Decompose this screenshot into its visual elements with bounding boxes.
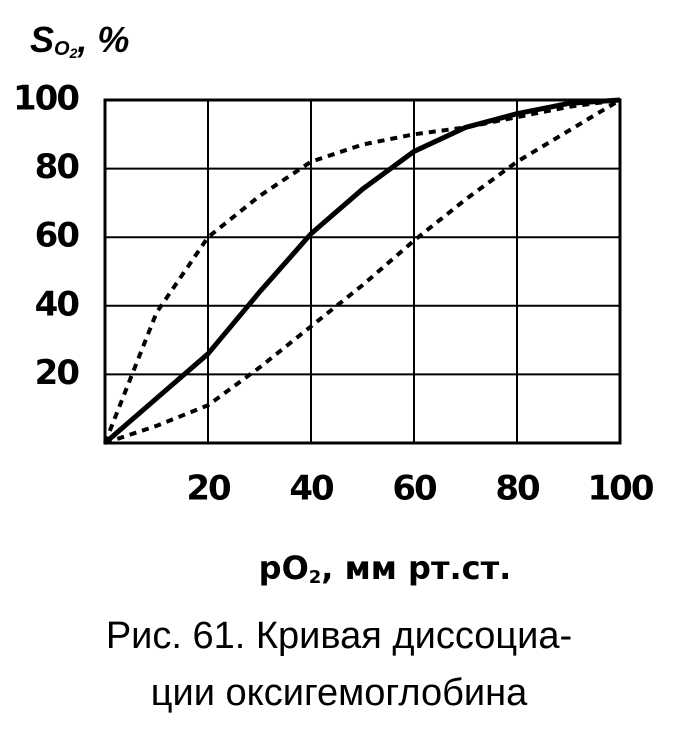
y-label-main: S <box>30 19 54 60</box>
y-tick-label: 40 <box>35 284 80 324</box>
x-label-unit: , мм рт.ст. <box>321 549 511 587</box>
x-label-main: pO <box>259 549 309 587</box>
y-label-unit: , % <box>76 19 129 60</box>
y-label-sub2: 2 <box>69 45 78 61</box>
y-tick-label: 80 <box>35 147 80 187</box>
curve <box>103 98 621 444</box>
y-tick-label: 100 <box>13 79 79 119</box>
x-tick-label: 80 <box>495 469 540 509</box>
x-tick-label: 20 <box>186 469 231 509</box>
caption-line: Рис. 61. Кривая диссоциа- <box>106 615 572 657</box>
y-label-sub: O <box>54 38 70 60</box>
x-tick-label: 40 <box>289 469 334 509</box>
x-tick-label: 60 <box>392 469 437 509</box>
y-tick-label: 60 <box>35 216 80 256</box>
y-axis-label: SO2, % <box>30 19 129 61</box>
caption-line: ции оксигемоглобина <box>151 672 528 714</box>
curve <box>103 97 621 445</box>
x-axis-label: pO2, мм рт.ст. <box>259 549 512 588</box>
curve <box>104 98 622 445</box>
y-tick-label: 20 <box>35 353 80 393</box>
x-label-sub: 2 <box>309 567 322 588</box>
x-tick-label: 100 <box>588 469 654 509</box>
